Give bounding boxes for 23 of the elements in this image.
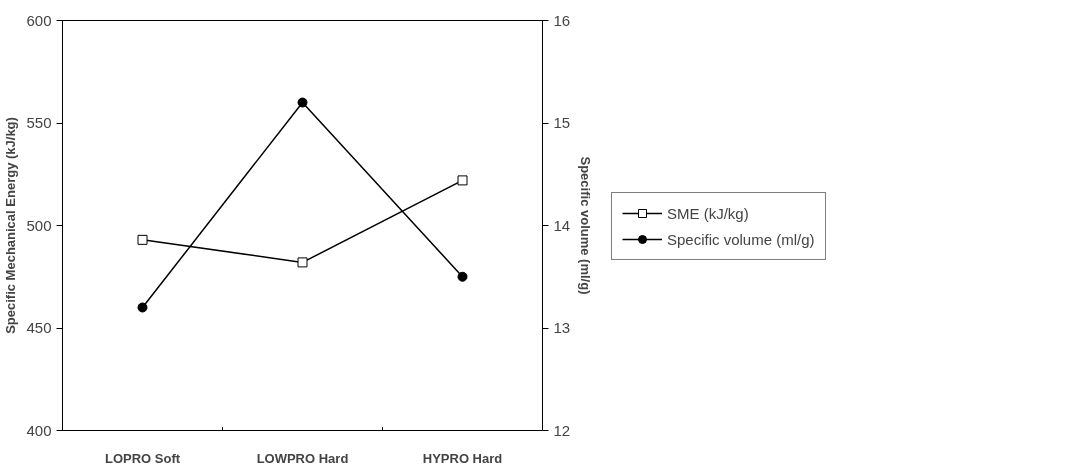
y-axis-title: Specific Mechanical Energy (kJ/kg) [3, 117, 19, 334]
y2-tick-label: 14 [553, 216, 571, 234]
y2-tick-label: 15 [553, 114, 571, 131]
y2-tick-label: 13 [553, 319, 571, 336]
y2-axis-title: Specific volume (ml/g) [578, 156, 594, 295]
x-tick-label: LOPRO Soft [104, 450, 181, 466]
point [137, 234, 148, 245]
y-tick-label: 600 [26, 11, 52, 29]
legend-label: SME (kJ/kg) [667, 204, 749, 222]
point [137, 302, 148, 313]
y-tick-label: 450 [26, 319, 52, 336]
x-tick-label: LOWPRO Hard [256, 450, 349, 466]
point [297, 97, 308, 108]
point [457, 271, 468, 282]
point [457, 175, 468, 186]
y-tick-label: 400 [26, 421, 52, 439]
y2-tick-label: 12 [553, 421, 571, 439]
y-tick-label: 550 [26, 114, 52, 131]
y-tick-label: 500 [26, 216, 52, 234]
y2-tick-label: 16 [553, 11, 571, 29]
legend-label: Specific volume (ml/g) [667, 230, 815, 248]
point [297, 257, 308, 268]
x-tick-label: HYPRO Hard [422, 450, 503, 466]
